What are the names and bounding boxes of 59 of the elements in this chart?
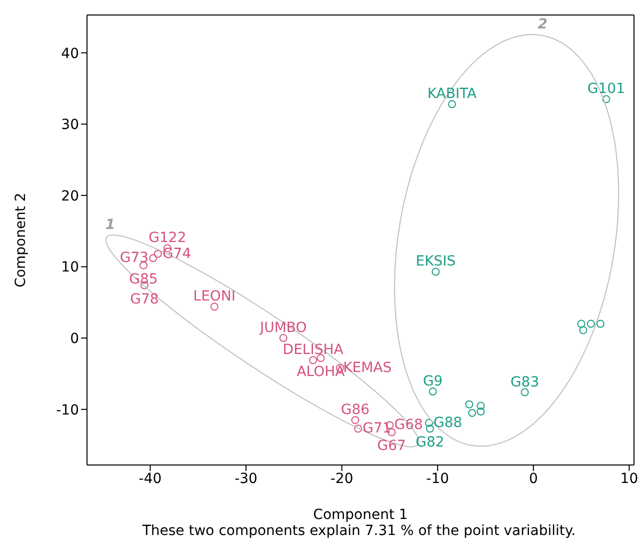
annotation: KEMAS <box>343 360 392 376</box>
annotation: G101 <box>587 81 626 98</box>
y-tick-label: 30 <box>61 117 79 134</box>
y-axis-title: Component 2 <box>12 192 29 288</box>
point <box>468 408 476 417</box>
point <box>520 388 529 396</box>
annotation: LEONI <box>193 288 236 305</box>
x-axis-title: Component 1 <box>313 507 408 523</box>
x-tick-label: -10 <box>426 470 450 487</box>
point <box>579 326 588 334</box>
annotation: G83 <box>510 374 540 390</box>
point <box>602 95 610 104</box>
x-tick-label: -30 <box>234 470 258 487</box>
point <box>432 268 440 276</box>
point <box>586 320 595 328</box>
point <box>577 320 586 328</box>
y-tick-label: 20 <box>61 188 79 204</box>
annotation: 1 <box>105 216 116 233</box>
annotation: G122 <box>148 230 186 246</box>
annotation: G85 <box>129 271 158 288</box>
x-tick-label: -20 <box>330 470 354 487</box>
point <box>154 250 162 258</box>
annotation: G9 <box>422 374 443 390</box>
point <box>316 354 325 362</box>
y-tick-label: -10 <box>56 402 79 418</box>
annotation: EKSIS <box>416 254 456 270</box>
point <box>149 254 158 262</box>
point <box>448 100 456 108</box>
point <box>309 356 318 364</box>
text: These two components explain 7.31 % of the point variability. <box>141 523 577 539</box>
point <box>476 408 485 416</box>
point <box>210 302 218 311</box>
point <box>596 320 604 328</box>
x-tick-label: -40 <box>138 470 162 487</box>
y-tick-label: 0 <box>70 331 79 348</box>
point <box>476 402 485 410</box>
annotation: G88 <box>434 414 462 431</box>
x-tick-label: 0 <box>528 470 538 487</box>
annotation: G86 <box>340 402 370 418</box>
point <box>354 424 362 433</box>
annotation: G78 <box>130 291 159 308</box>
annotation: G73 <box>120 250 149 266</box>
y-tick-label: 40 <box>61 46 79 62</box>
point <box>428 388 437 396</box>
y-tick-label: 10 <box>61 260 79 276</box>
point <box>351 416 360 424</box>
annotation: 2 <box>538 16 548 32</box>
annotation: G68 <box>394 417 423 434</box>
point <box>465 400 474 408</box>
annotation: DELISHA <box>282 342 344 358</box>
annotation: G82 <box>416 434 444 451</box>
point <box>424 418 433 427</box>
annotation: KABITA <box>427 86 478 102</box>
annotation: JUMBO <box>258 320 307 336</box>
x-tick-label: 10 <box>620 470 638 487</box>
point <box>426 424 434 433</box>
annotation: G67 <box>377 438 406 454</box>
annotation: G74 <box>162 246 192 262</box>
annotation: ALOHA <box>296 364 346 380</box>
